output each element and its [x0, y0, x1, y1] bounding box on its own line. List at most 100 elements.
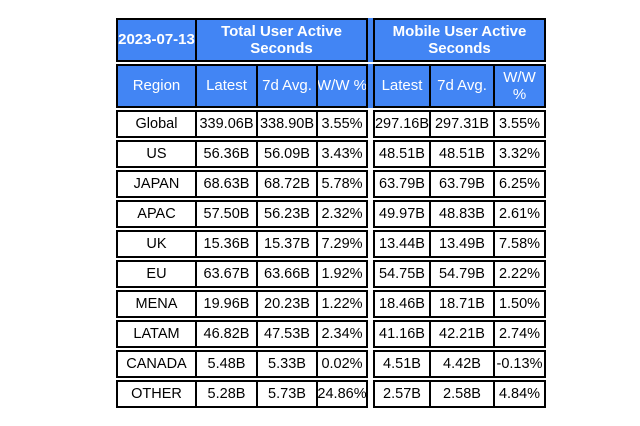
mobile-7d-avg-cell: 2.58B — [429, 382, 493, 406]
mobile-latest-cell: 13.44B — [379, 235, 425, 252]
total-7d-avg-cell: 15.37B — [256, 232, 316, 256]
region-cell: OTHER — [131, 385, 182, 402]
total-subheader-part: Region Latest 7d Avg. W/W % — [116, 64, 368, 108]
table-row: CANADA 5.48B 5.33B 0.02% 4.51B 4.42B -0.13% — [116, 350, 546, 378]
total-7d-avg-cell: 20.23B — [256, 292, 316, 316]
mobile-row-part: 48.51B 48.51B 3.32% — [373, 140, 546, 168]
total-wow-cell: 24.86% — [316, 382, 366, 406]
table-row: US 56.36B 56.09B 3.43% 48.51B 48.51B 3.32% — [116, 140, 546, 168]
table-row: MENA 19.96B 20.23B 1.22% 18.46B 18.71B 1.50% — [116, 290, 546, 318]
mobile-7d-avg-cell: 42.21B — [429, 322, 493, 346]
total-wow-cell: 2.34% — [316, 322, 366, 346]
mobile-row-part: 49.97B 48.83B 2.61% — [373, 200, 546, 228]
mobile-wow-cell: 7.58% — [493, 232, 544, 256]
total-latest-cell: 46.82B — [195, 322, 256, 346]
total-wow-cell: 5.78% — [316, 172, 366, 196]
total-7d-avg-cell: 68.72B — [256, 172, 316, 196]
mobile-wow-cell: 2.22% — [493, 262, 544, 286]
total-latest-cell: 56.36B — [195, 142, 256, 166]
total-row-part: Global 339.06B 338.90B 3.55% — [116, 110, 368, 138]
total-latest-cell: 5.28B — [195, 382, 256, 406]
total-latest-cell: 15.36B — [195, 232, 256, 256]
total-wow-cell: 1.22% — [316, 292, 366, 316]
total-7d-avg-cell: 56.09B — [256, 142, 316, 166]
region-column-header: Region — [132, 77, 181, 95]
region-cell: MENA — [135, 295, 178, 312]
total-row-part: LATAM 46.82B 47.53B 2.34% — [116, 320, 368, 348]
total-wow-column-header: W/W % — [316, 66, 366, 106]
total-row-part: EU 63.67B 63.66B 1.92% — [116, 260, 368, 288]
date-cell: 2023-07-13 — [118, 31, 195, 49]
mobile-wow-cell: 2.61% — [493, 202, 544, 226]
region-cell: Global — [135, 115, 178, 132]
mobile-latest-cell: 18.46B — [379, 295, 425, 312]
total-7d-avg-cell: 47.53B — [256, 322, 316, 346]
total-wow-cell: 2.32% — [316, 202, 366, 226]
total-7d-avg-column-header: 7d Avg. — [256, 66, 316, 106]
total-7d-avg-cell: 5.73B — [256, 382, 316, 406]
total-wow-cell: 1.92% — [316, 262, 366, 286]
table-row: LATAM 46.82B 47.53B 2.34% 41.16B 42.21B 2.74% — [116, 320, 546, 348]
mobile-row-part: 297.16B 297.31B 3.55% — [373, 110, 546, 138]
total-latest-cell: 63.67B — [195, 262, 256, 286]
mobile-row-part: 4.51B 4.42B -0.13% — [373, 350, 546, 378]
mobile-latest-cell: 48.51B — [379, 145, 425, 162]
mobile-7d-avg-cell: 48.83B — [429, 202, 493, 226]
region-cell: LATAM — [133, 325, 180, 342]
mobile-wow-cell: -0.13% — [493, 352, 544, 376]
total-7d-avg-cell: 5.33B — [256, 352, 316, 376]
total-row-part: OTHER 5.28B 5.73B 24.86% — [116, 380, 368, 408]
mobile-latest-cell: 41.16B — [379, 325, 425, 342]
mobile-wow-column-header: W/W % — [493, 66, 544, 106]
table-row: EU 63.67B 63.66B 1.92% 54.75B 54.79B 2.22% — [116, 260, 546, 288]
total-latest-cell: 68.63B — [195, 172, 256, 196]
mobile-latest-cell: 54.75B — [379, 265, 425, 282]
mobile-wow-cell: 3.55% — [493, 112, 544, 136]
table-header-columns-row: Region Latest 7d Avg. W/W % Latest 7d Av… — [116, 64, 546, 108]
table-row: JAPAN 68.63B 68.72B 5.78% 63.79B 63.79B 6.25% — [116, 170, 546, 198]
table-row: APAC 57.50B 56.23B 2.32% 49.97B 48.83B 2.61% — [116, 200, 546, 228]
total-7d-avg-cell: 56.23B — [256, 202, 316, 226]
total-wow-cell: 3.55% — [316, 112, 366, 136]
total-row-part: US 56.36B 56.09B 3.43% — [116, 140, 368, 168]
region-cell: CANADA — [126, 355, 187, 372]
mobile-latest-cell: 49.97B — [379, 205, 425, 222]
mobile-wow-cell: 3.32% — [493, 142, 544, 166]
mobile-wow-cell: 1.50% — [493, 292, 544, 316]
table-gap — [368, 18, 373, 62]
region-cell: EU — [146, 265, 167, 282]
mobile-row-part: 18.46B 18.71B 1.50% — [373, 290, 546, 318]
mobile-7d-avg-column-header: 7d Avg. — [429, 66, 493, 106]
total-row-part: MENA 19.96B 20.23B 1.22% — [116, 290, 368, 318]
mobile-row-part: 41.16B 42.21B 2.74% — [373, 320, 546, 348]
total-header-part: 2023-07-13 Total User Active Seconds — [116, 18, 368, 62]
region-cell: JAPAN — [133, 175, 180, 192]
mobile-row-part: 13.44B 13.49B 7.58% — [373, 230, 546, 258]
mobile-7d-avg-cell: 18.71B — [429, 292, 493, 316]
total-wow-cell: 3.43% — [316, 142, 366, 166]
mobile-7d-avg-cell: 13.49B — [429, 232, 493, 256]
mobile-wow-cell: 2.74% — [493, 322, 544, 346]
table-row: Global 339.06B 338.90B 3.55% 297.16B 297.31B 3… — [116, 110, 546, 138]
total-wow-cell: 7.29% — [316, 232, 366, 256]
total-latest-cell: 57.50B — [195, 202, 256, 226]
mobile-7d-avg-cell: 54.79B — [429, 262, 493, 286]
total-latest-cell: 19.96B — [195, 292, 256, 316]
table-row: OTHER 5.28B 5.73B 24.86% 2.57B 2.58B 4.84% — [116, 380, 546, 408]
total-wow-cell: 0.02% — [316, 352, 366, 376]
table-row: UK 15.36B 15.37B 7.29% 13.44B 13.49B 7.58% — [116, 230, 546, 258]
total-group-title: Total User Active Seconds — [195, 20, 366, 60]
mobile-wow-column-header-label: W/W % — [503, 68, 536, 103]
mobile-7d-avg-cell: 297.31B — [429, 112, 493, 136]
total-latest-cell: 339.06B — [195, 112, 256, 136]
region-cell: APAC — [137, 205, 176, 222]
mobile-7d-avg-cell: 4.42B — [429, 352, 493, 376]
mobile-latest-column-header: Latest — [381, 77, 423, 95]
mobile-row-part: 63.79B 63.79B 6.25% — [373, 170, 546, 198]
region-cell: UK — [146, 235, 167, 252]
total-latest-cell: 5.48B — [195, 352, 256, 376]
mobile-latest-cell: 4.51B — [383, 355, 421, 372]
mobile-latest-cell: 297.16B — [375, 115, 429, 132]
total-7d-avg-cell: 338.90B — [256, 112, 316, 136]
user-active-seconds-table: 2023-07-13 Total User Active Seconds Mob… — [116, 18, 546, 408]
